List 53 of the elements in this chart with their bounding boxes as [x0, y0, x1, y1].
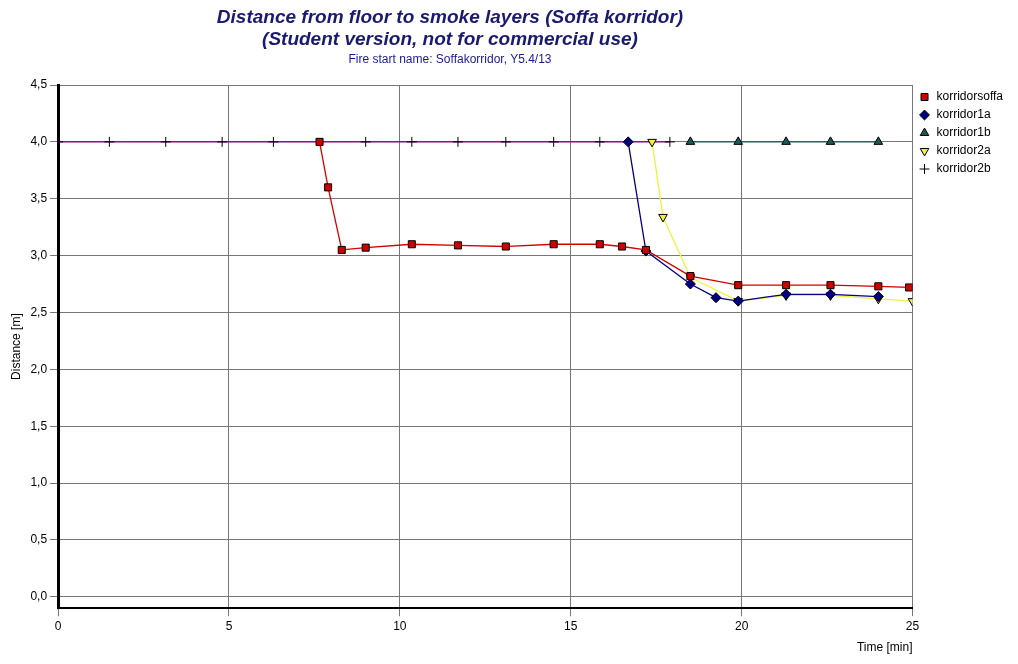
- point: [825, 136, 836, 145]
- y-tick-label: 0,5: [30, 532, 48, 547]
- point: [874, 282, 883, 291]
- point: [658, 213, 668, 223]
- y-tick-label: 2,5: [30, 304, 48, 319]
- y-tick-label: 4,5: [30, 77, 48, 92]
- point: [780, 288, 792, 300]
- x-tick-label: 5: [225, 618, 233, 633]
- y-tick-label: 1,5: [30, 418, 48, 433]
- point: [734, 281, 743, 290]
- point: [825, 288, 836, 300]
- legend-label: korridor2b: [936, 161, 991, 176]
- y-axis-title: Distance [m]: [8, 313, 23, 380]
- point: [826, 281, 835, 290]
- point: [647, 138, 657, 148]
- legend-label: korridor2a: [936, 143, 991, 158]
- point: [324, 183, 333, 192]
- point: [733, 136, 744, 145]
- point: [710, 292, 722, 304]
- legend-label: korridor1b: [936, 125, 991, 140]
- point: [501, 242, 510, 251]
- y-tick-label: 3,0: [30, 247, 48, 262]
- legend-label: korridor1a: [936, 107, 991, 122]
- y-tick-label: 4,0: [30, 134, 48, 149]
- point: [905, 283, 913, 292]
- y-tick-label: 2,0: [30, 361, 48, 376]
- y-tick-label: 3,5: [30, 191, 48, 206]
- x-tick-label: 10: [393, 618, 407, 633]
- chart-subtitle: Fire start name: Soffakorridor, Y5.4/13: [347, 52, 553, 66]
- x-tick-label: 25: [905, 618, 920, 633]
- point: [361, 243, 370, 252]
- legend-label: korridorsoffa: [936, 89, 1004, 104]
- x-tick-label: 20: [734, 618, 749, 633]
- point: [873, 136, 884, 145]
- point: [872, 291, 884, 303]
- y-tick-label: 0,0: [30, 589, 48, 604]
- x-tick-label: 0: [54, 618, 62, 633]
- point: [684, 278, 696, 290]
- point: [781, 136, 791, 145]
- point: [315, 137, 324, 146]
- point: [337, 245, 346, 254]
- x-axis-title: Time [min]: [856, 640, 913, 655]
- point: [782, 281, 791, 290]
- point: [453, 241, 462, 250]
- point: [595, 240, 604, 249]
- x-tick-label: 15: [564, 618, 578, 633]
- point: [685, 136, 696, 145]
- point: [407, 240, 416, 249]
- chart-title: Distance from floor to smoke layers (Soffa korridor) (Student version, not for commercial use): [215, 6, 685, 50]
- y-tick-label: 1,0: [30, 475, 48, 490]
- point: [617, 242, 627, 251]
- point: [622, 136, 634, 148]
- point: [549, 240, 558, 249]
